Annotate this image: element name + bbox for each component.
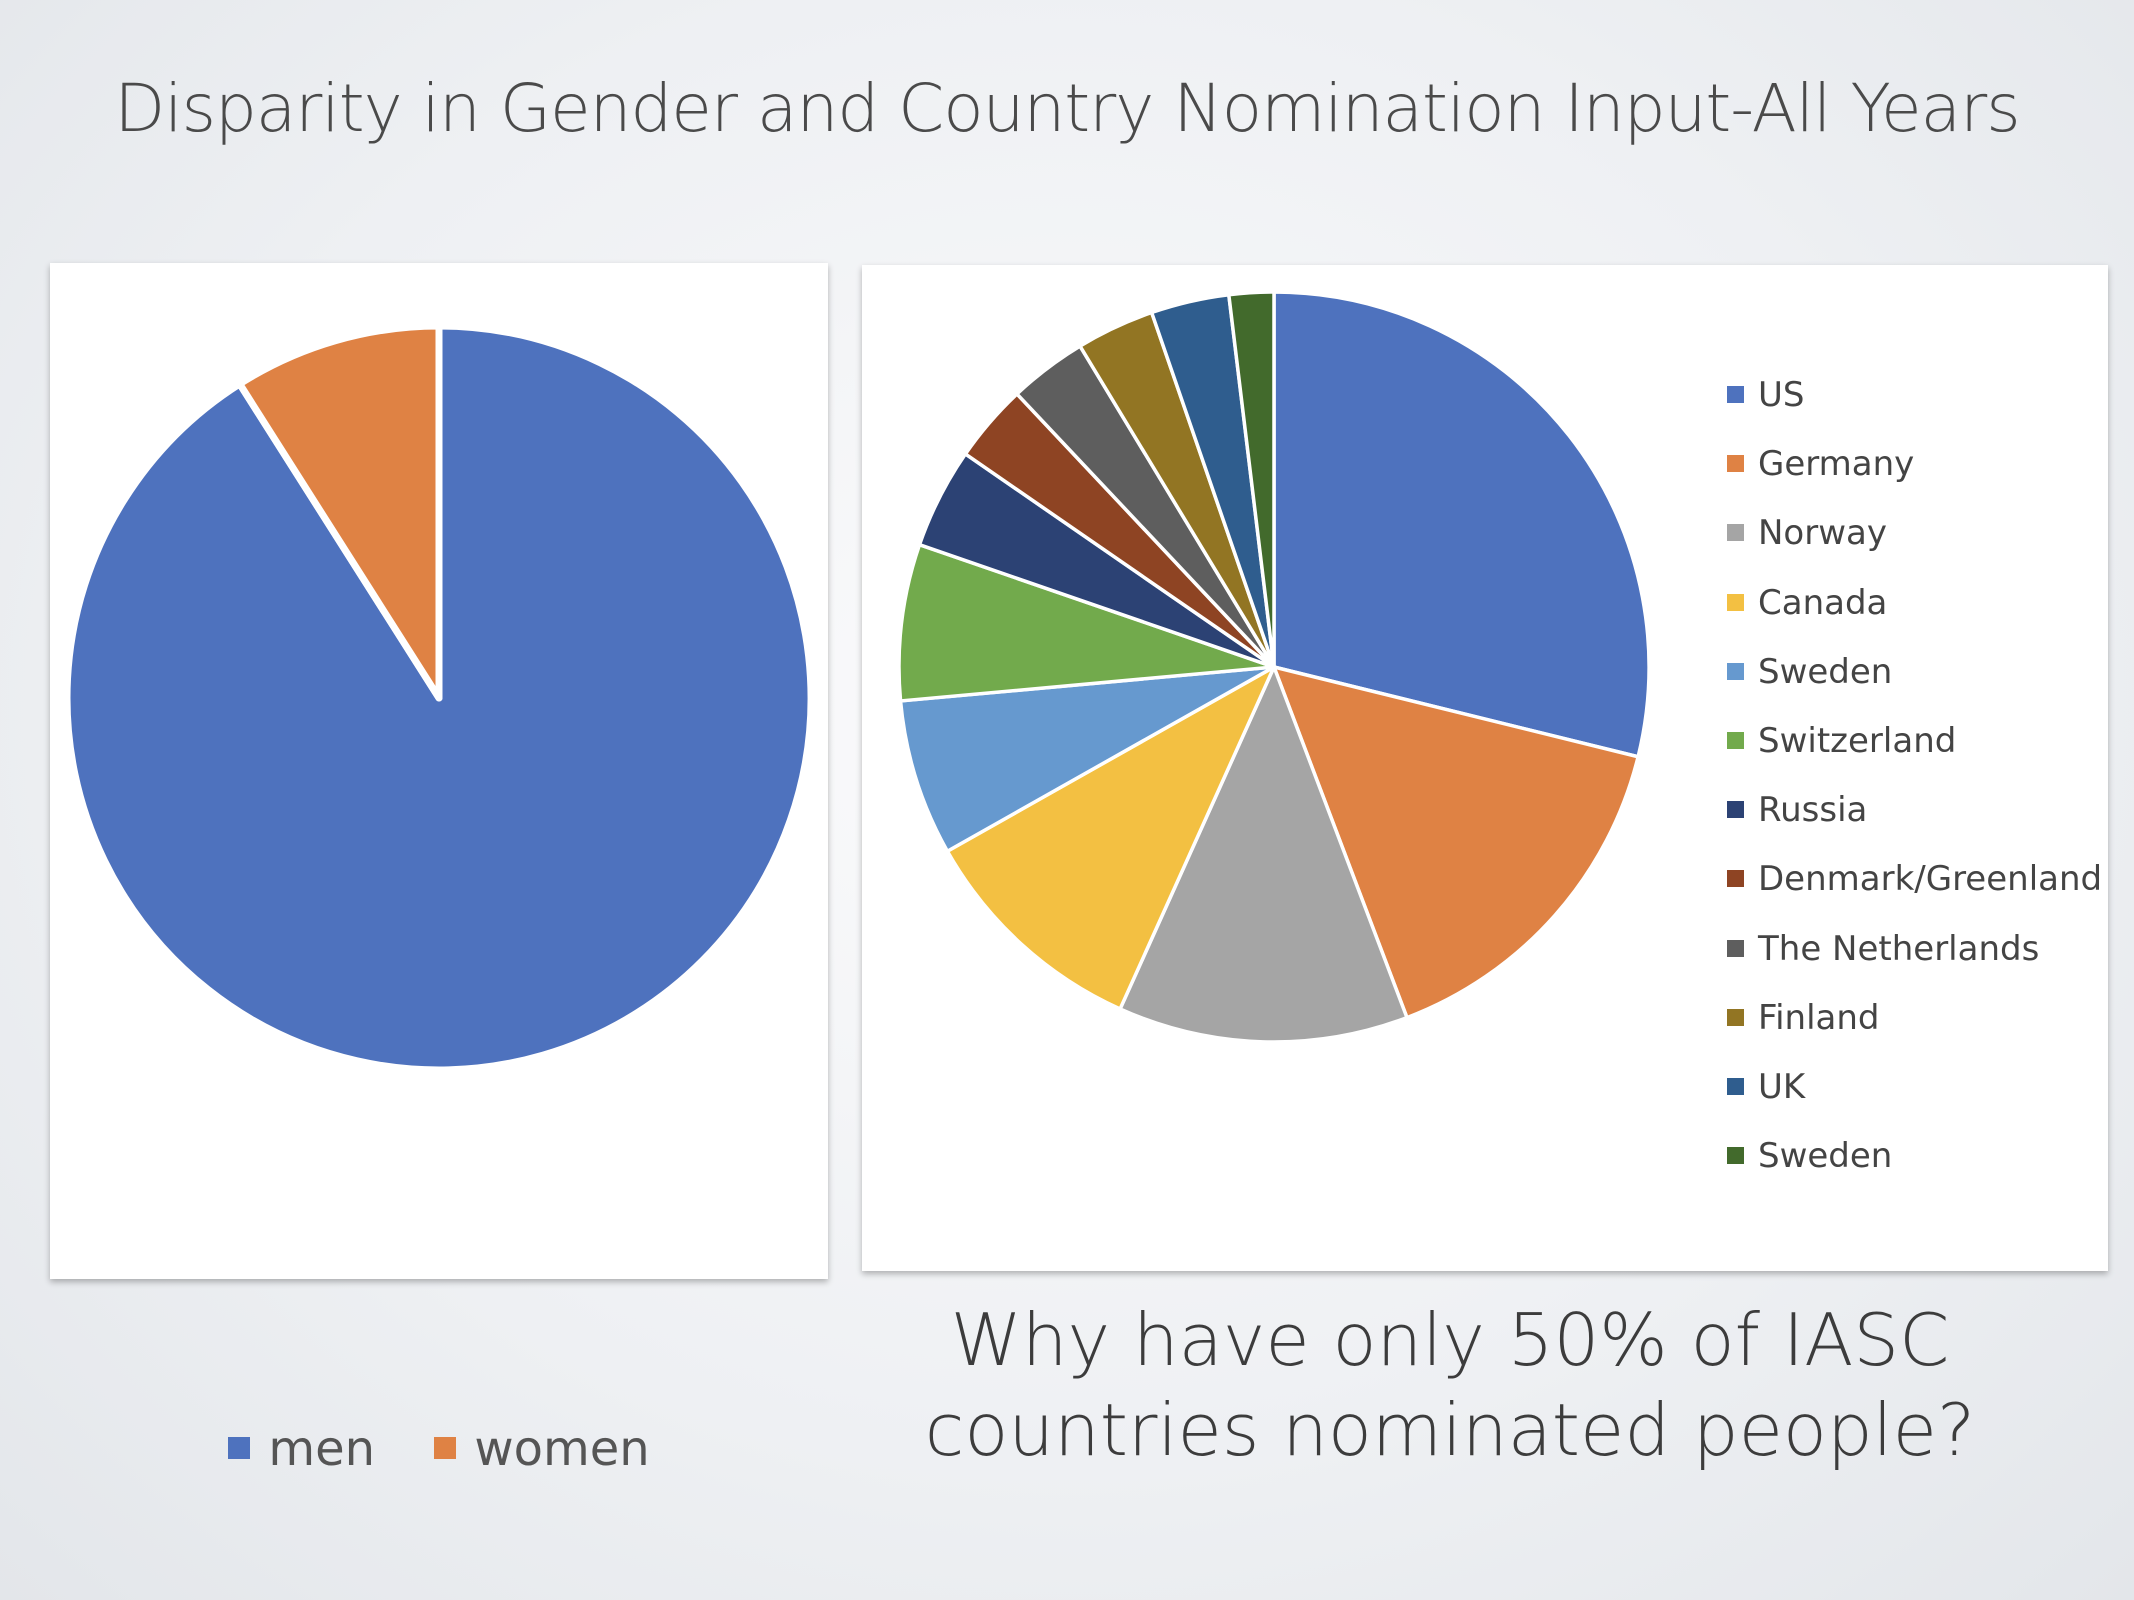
gender-pie-chart (63, 322, 815, 1074)
legend-item-canada: Canada (1727, 583, 2102, 652)
slice-germany (1272, 665, 1640, 1020)
legend-swatch-norway (1727, 524, 1744, 542)
legend-item-us: US (1727, 375, 2102, 444)
legend-label-sweden-2: Sweden (1758, 1136, 1893, 1177)
legend-item-russia: Russia (1727, 790, 2102, 859)
legend-item-men: men (228, 1421, 375, 1477)
legend-label-norway: Norway (1758, 513, 1887, 554)
slide-title: Disparity in Gender and Country Nominati… (114, 70, 2020, 147)
country-chart-panel: US Germany Norway Canada Sweden Switzerl… (862, 265, 2108, 1271)
slice-sweden-2 (1227, 290, 1276, 669)
legend-swatch-switzerland (1727, 731, 1744, 749)
gender-legend: men women (50, 1421, 828, 1477)
legend-swatch-finland (1727, 1008, 1744, 1026)
legend-label-canada: Canada (1758, 582, 1888, 623)
legend-item-uk: UK (1727, 1067, 2102, 1136)
legend-swatch-sweden-2 (1727, 1147, 1744, 1165)
legend-item-sweden: Sweden (1727, 652, 2102, 721)
slice-us (1272, 290, 1651, 759)
legend-swatch-men (228, 1437, 251, 1459)
legend-swatch-canada (1727, 593, 1744, 611)
legend-item-netherlands: The Netherlands (1727, 929, 2102, 998)
slice-norway (1118, 665, 1409, 1044)
slice-canada (945, 665, 1276, 1011)
question-line-2: countries nominated people? (924, 1388, 1976, 1472)
legend-swatch-germany (1727, 455, 1744, 473)
gender-chart-panel: men women (50, 263, 828, 1477)
legend-item-women: women (434, 1421, 650, 1477)
legend-swatch-denmark-greenland (1727, 870, 1744, 888)
slice-women (236, 322, 443, 702)
question-line-1: Why have only 50% of IASC (950, 1298, 1950, 1382)
legend-label-russia: Russia (1758, 790, 1868, 831)
legend-label-women: women (474, 1421, 650, 1477)
legend-label-switzerland: Switzerland (1758, 720, 1957, 761)
country-pie-chart (897, 290, 1651, 1044)
legend-swatch-uk (1727, 1077, 1744, 1095)
legend-label-netherlands: The Netherlands (1758, 928, 2040, 969)
legend-item-germany: Germany (1727, 444, 2102, 513)
legend-swatch-netherlands (1727, 939, 1744, 957)
legend-item-sweden-2: Sweden (1727, 1136, 2102, 1205)
slice-switzerland (897, 542, 1276, 703)
legend-label-uk: UK (1758, 1066, 1806, 1107)
slice-sweden (898, 665, 1276, 853)
legend-swatch-russia (1727, 801, 1744, 819)
legend-swatch-women (434, 1437, 457, 1459)
legend-item-denmark-greenland: Denmark/Greenland (1727, 859, 2102, 928)
legend-label-men: men (268, 1421, 376, 1477)
legend-label-sweden: Sweden (1758, 651, 1893, 692)
legend-item-finland: Finland (1727, 998, 2102, 1067)
legend-label-germany: Germany (1758, 444, 1915, 485)
legend-item-norway: Norway (1727, 513, 2102, 582)
legend-label-denmark-greenland: Denmark/Greenland (1758, 859, 2103, 900)
question-text: Why have only 50% of IASC countries nomi… (900, 1295, 2000, 1475)
legend-item-switzerland: Switzerland (1727, 721, 2102, 790)
country-legend: US Germany Norway Canada Sweden Switzerl… (1727, 375, 2102, 1205)
legend-swatch-us (1727, 386, 1744, 403)
legend-label-finland: Finland (1758, 997, 1880, 1038)
legend-swatch-sweden (1727, 662, 1744, 680)
legend-label-us: US (1758, 375, 1805, 415)
